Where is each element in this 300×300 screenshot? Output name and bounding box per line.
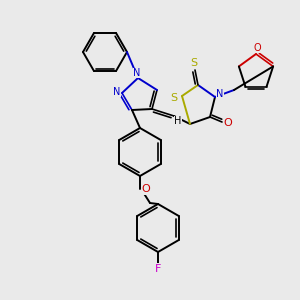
- Text: N: N: [133, 68, 141, 78]
- Text: N: N: [113, 87, 121, 97]
- Text: S: S: [190, 58, 198, 68]
- Text: F: F: [155, 264, 161, 274]
- Text: O: O: [142, 184, 150, 194]
- Text: O: O: [224, 118, 232, 128]
- Text: O: O: [253, 43, 261, 53]
- Text: S: S: [170, 93, 178, 103]
- Text: H: H: [174, 116, 182, 126]
- Text: N: N: [216, 89, 224, 99]
